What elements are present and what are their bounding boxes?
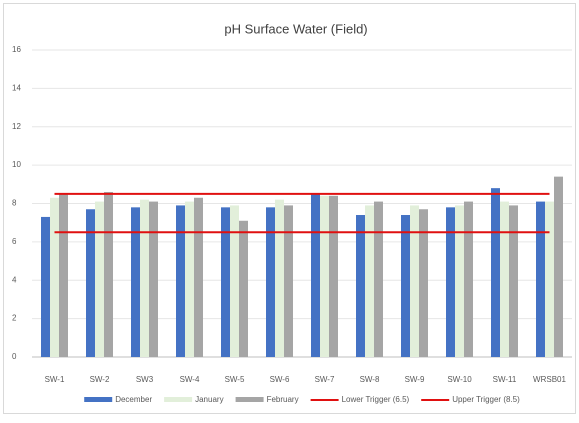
x-tick-label: SW-8 (360, 375, 380, 384)
bar (419, 209, 428, 357)
bar (239, 220, 248, 357)
x-tick-label: SW-4 (180, 375, 200, 384)
x-tick-label: SW-9 (405, 375, 425, 384)
y-tick-label: 16 (12, 45, 21, 54)
x-tick-label: WRSB01 (533, 375, 566, 384)
bar (401, 215, 410, 357)
chart-title: pH Surface Water (Field) (224, 21, 367, 36)
bar (509, 205, 518, 357)
legend-swatch (84, 397, 113, 402)
x-tick-label: SW-2 (90, 375, 110, 384)
y-tick-label: 14 (12, 83, 21, 92)
legend-label: February (267, 395, 299, 404)
y-tick-label: 10 (12, 160, 21, 169)
bar (284, 205, 293, 357)
bar (194, 197, 203, 357)
x-tick-label: SW-11 (493, 375, 517, 384)
bar (59, 193, 68, 357)
x-tick-label: SW3 (136, 375, 154, 384)
x-tick-label: SW-6 (270, 375, 290, 384)
bar (140, 199, 149, 357)
y-tick-label: 2 (12, 314, 17, 323)
bar (320, 195, 329, 357)
x-tick-label: SW-1 (45, 375, 65, 384)
legend-swatch (164, 397, 193, 402)
x-tick-label: SW-10 (447, 375, 472, 384)
bar (374, 201, 383, 357)
bar (185, 201, 194, 357)
bar (104, 191, 113, 357)
y-tick-label: 8 (12, 199, 17, 208)
x-tick-label: SW-5 (225, 375, 245, 384)
bar (311, 193, 320, 357)
bar (536, 201, 545, 357)
bar (545, 201, 554, 357)
bar (230, 205, 239, 357)
bar (86, 209, 95, 357)
legend-swatch (235, 397, 264, 402)
bar (149, 201, 158, 357)
bar (95, 201, 104, 357)
bar (131, 207, 140, 357)
legend-label: Lower Trigger (6.5) (342, 395, 410, 404)
bar (275, 199, 284, 357)
legend-label: December (115, 395, 152, 404)
x-tick-label: SW-7 (315, 375, 335, 384)
bar (500, 201, 509, 357)
bar (410, 205, 419, 357)
bar (266, 207, 275, 357)
bar (464, 201, 473, 357)
bar (455, 205, 464, 357)
y-tick-label: 6 (12, 237, 17, 246)
bar (356, 215, 365, 357)
y-tick-label: 4 (12, 275, 17, 284)
legend-label: January (195, 395, 223, 404)
bar (41, 216, 50, 357)
y-tick-label: 12 (12, 122, 21, 131)
y-tick-label: 0 (12, 352, 17, 361)
bar (50, 197, 59, 357)
bar (554, 176, 563, 357)
legend-label: Upper Trigger (8.5) (452, 395, 520, 404)
bar (176, 205, 185, 357)
bar (491, 188, 500, 357)
bar (329, 195, 338, 357)
bar (221, 207, 230, 357)
bar (446, 207, 455, 357)
bar (365, 205, 374, 357)
